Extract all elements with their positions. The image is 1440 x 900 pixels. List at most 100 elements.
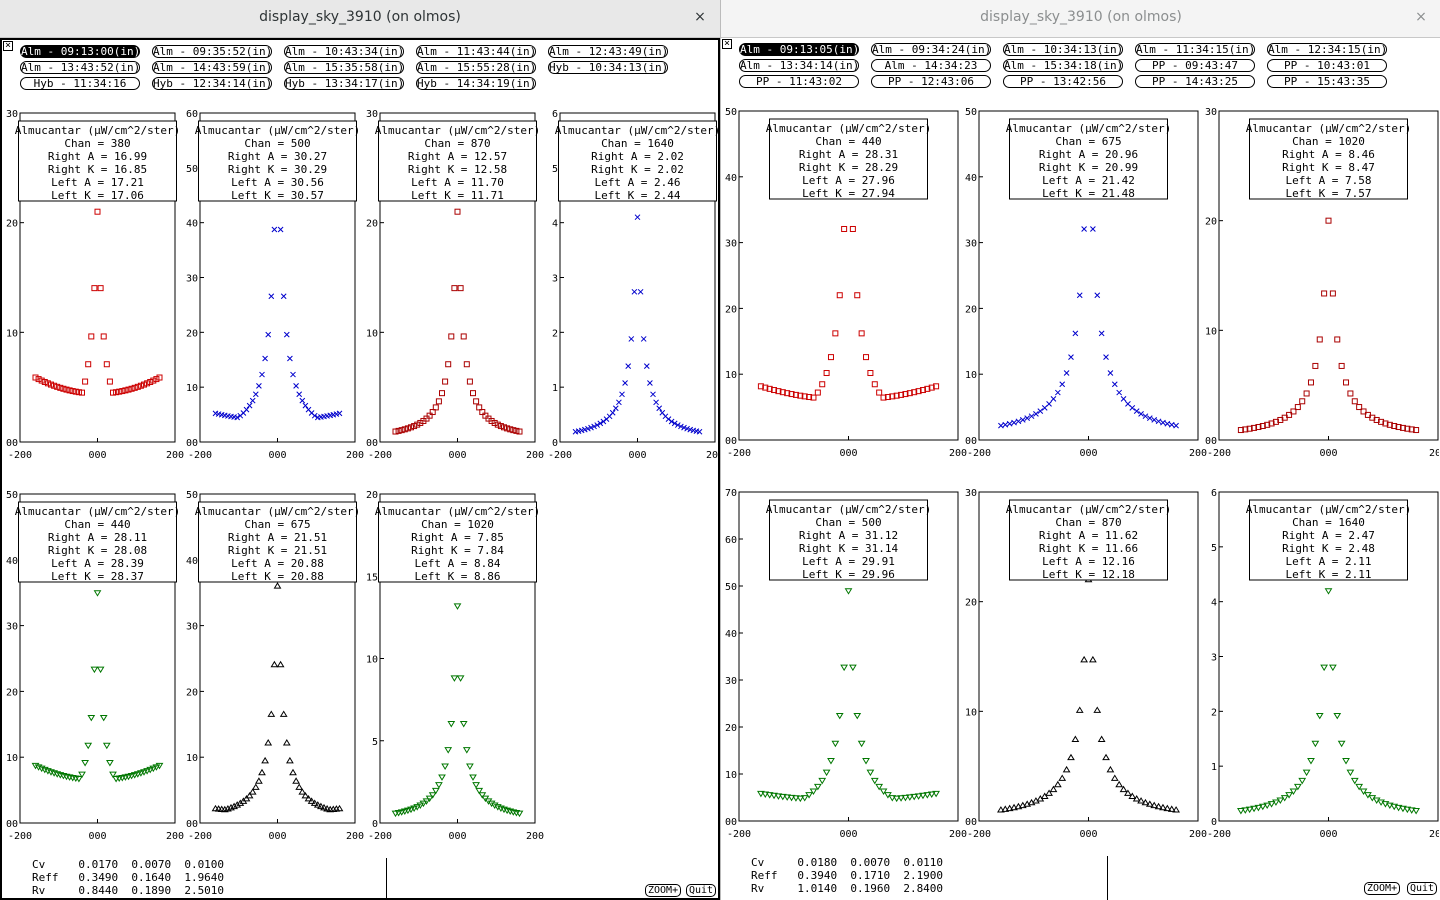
- legend-line: Almucantar (µW/cm^2/ster): [1006, 503, 1172, 516]
- window-titlebar[interactable]: display_sky_3910 (on olmos) ×: [721, 0, 1440, 38]
- data-point: [490, 802, 499, 810]
- scan-button[interactable]: Hyb - 11:34:16: [20, 77, 140, 90]
- scan-button[interactable]: PP - 10:43:01: [1267, 59, 1387, 72]
- close-window-icon[interactable]: ×: [1415, 9, 1427, 25]
- x-tick-label: 200: [1189, 829, 1207, 840]
- window-titlebar[interactable]: display_sky_3910 (on olmos) ×: [0, 0, 720, 38]
- scan-button[interactable]: Alm - 09:13:05(in): [739, 43, 860, 56]
- data-point: [1141, 798, 1150, 806]
- scan-button[interactable]: Alm - 09:13:00(in): [20, 45, 141, 58]
- data-point: [1258, 803, 1267, 811]
- scan-button[interactable]: Hyb - 14:34:19(in): [416, 77, 537, 90]
- scan-button[interactable]: Alm - 11:43:44(in): [416, 45, 537, 58]
- scan-button[interactable]: Hyb - 10:34:13(in): [548, 61, 669, 74]
- data-point: [1337, 740, 1346, 748]
- close-box-icon[interactable]: ×: [3, 40, 13, 51]
- scan-button[interactable]: Alm - 10:43:34(in): [284, 45, 405, 58]
- legend-line: Right A = 28.11: [48, 531, 147, 544]
- data-point: [1342, 758, 1350, 765]
- close-box-icon[interactable]: ×: [722, 38, 732, 49]
- data-point: [97, 285, 104, 292]
- data-point: [279, 710, 288, 717]
- data-point: [1110, 774, 1119, 781]
- data-point: [296, 391, 303, 398]
- data-point: [32, 374, 39, 381]
- x-tick-label: 200: [949, 829, 967, 840]
- x-tick-label: 200: [346, 831, 364, 842]
- data-point: [1390, 803, 1399, 811]
- data-point: [1289, 788, 1298, 796]
- x-tick-label: 000: [839, 448, 857, 459]
- x-tick-label: -200: [188, 831, 212, 842]
- scan-button[interactable]: Hyb - 12:34:14(in): [152, 77, 273, 90]
- data-point: [1302, 769, 1311, 777]
- scan-button[interactable]: Alm - 15:55:28(in): [416, 61, 537, 74]
- scan-button[interactable]: PP - 12:43:06: [871, 75, 991, 88]
- data-point: [273, 582, 282, 589]
- plot-panel: 00 10 20 30 40 50 -200 000 200 Almucantar (µW/cm^…: [725, 107, 967, 459]
- scan-button[interactable]: Alm - 09:35:52(in): [152, 45, 273, 58]
- data-point: [293, 383, 299, 389]
- quit-button[interactable]: Quit: [686, 884, 717, 897]
- data-point: [1355, 783, 1364, 791]
- x-tick-label: 200: [1429, 829, 1439, 840]
- data-point: [1054, 389, 1061, 396]
- x-tick-label: -200: [727, 448, 751, 459]
- data-point: [827, 354, 834, 361]
- retrieval-row: Cv 0.0180 0.0070 0.0110: [751, 856, 944, 869]
- legend-line: Almucantar (µW/cm^2/ster): [375, 124, 541, 137]
- y-tick-label: 3: [552, 274, 558, 285]
- y-tick-label: 00: [186, 819, 198, 830]
- data-point: [152, 764, 161, 771]
- scan-button[interactable]: Alm - 14:43:59(in): [152, 61, 273, 74]
- scan-button[interactable]: Alm - 15:34:18(in): [1003, 59, 1124, 72]
- zoom-button[interactable]: ZOOM+: [1364, 882, 1401, 895]
- scan-button[interactable]: Alm - 15:35:58(in): [284, 61, 405, 74]
- scan-button[interactable]: Alm - 11:34:15(in): [1135, 43, 1256, 56]
- y-tick-label: 0: [552, 438, 558, 449]
- data-point: [422, 798, 431, 805]
- y-tick-label: 00: [965, 436, 977, 447]
- data-point: [634, 214, 641, 221]
- data-point: [147, 378, 154, 385]
- scan-button[interactable]: PP - 11:43:02: [739, 75, 859, 88]
- data-point: [643, 363, 650, 369]
- scan-button[interactable]: Alm - 14:34:23: [871, 59, 991, 72]
- scan-button[interactable]: Alm - 09:34:24(in): [871, 43, 992, 56]
- legend-line: Almucantar (µW/cm^2/ster): [766, 122, 932, 135]
- scan-button[interactable]: Alm - 13:43:52(in): [20, 61, 141, 74]
- data-point: [1014, 802, 1023, 810]
- data-point: [810, 394, 817, 401]
- data-point: [401, 426, 408, 433]
- y-tick-label: 2: [552, 328, 558, 339]
- scan-button[interactable]: PP - 14:43:25: [1135, 75, 1255, 88]
- display-window-left: display_sky_3910 (on olmos) × × Alm - 09…: [0, 0, 720, 900]
- data-point: [398, 427, 405, 434]
- data-point: [94, 208, 101, 215]
- legend-line: Left K = 11.71: [411, 189, 504, 202]
- data-point: [1049, 785, 1058, 793]
- quit-button[interactable]: Quit: [1407, 882, 1438, 895]
- scan-button[interactable]: PP - 09:43:47: [1135, 59, 1255, 72]
- legend-line: Chan = 1640: [601, 137, 674, 150]
- retrieval-row: Reff 0.3940 0.1710 2.1900: [751, 869, 944, 882]
- data-point: [1005, 804, 1014, 812]
- scan-button[interactable]: Alm - 10:34:13(in): [1003, 43, 1124, 56]
- scan-button[interactable]: PP - 15:43:35: [1267, 75, 1387, 88]
- zoom-button[interactable]: ZOOM+: [645, 884, 682, 897]
- scan-button[interactable]: Alm - 12:43:49(in): [548, 45, 669, 58]
- close-window-icon[interactable]: ×: [694, 9, 706, 25]
- data-point: [88, 333, 95, 340]
- scan-button[interactable]: Alm - 12:34:15(in): [1267, 43, 1388, 56]
- data-point: [1343, 379, 1350, 386]
- scan-button[interactable]: PP - 13:42:56: [1003, 75, 1123, 88]
- data-point: [1350, 777, 1359, 785]
- scan-button[interactable]: Alm - 13:34:14(in): [739, 59, 860, 72]
- data-point: [233, 801, 242, 808]
- data-point: [919, 387, 926, 394]
- scan-button[interactable]: Hyb - 13:34:17(in): [284, 77, 405, 90]
- y-tick-label: 00: [6, 438, 18, 449]
- data-point: [93, 590, 102, 597]
- x-tick-label: 000: [448, 831, 466, 842]
- x-tick-label: 000: [88, 831, 106, 842]
